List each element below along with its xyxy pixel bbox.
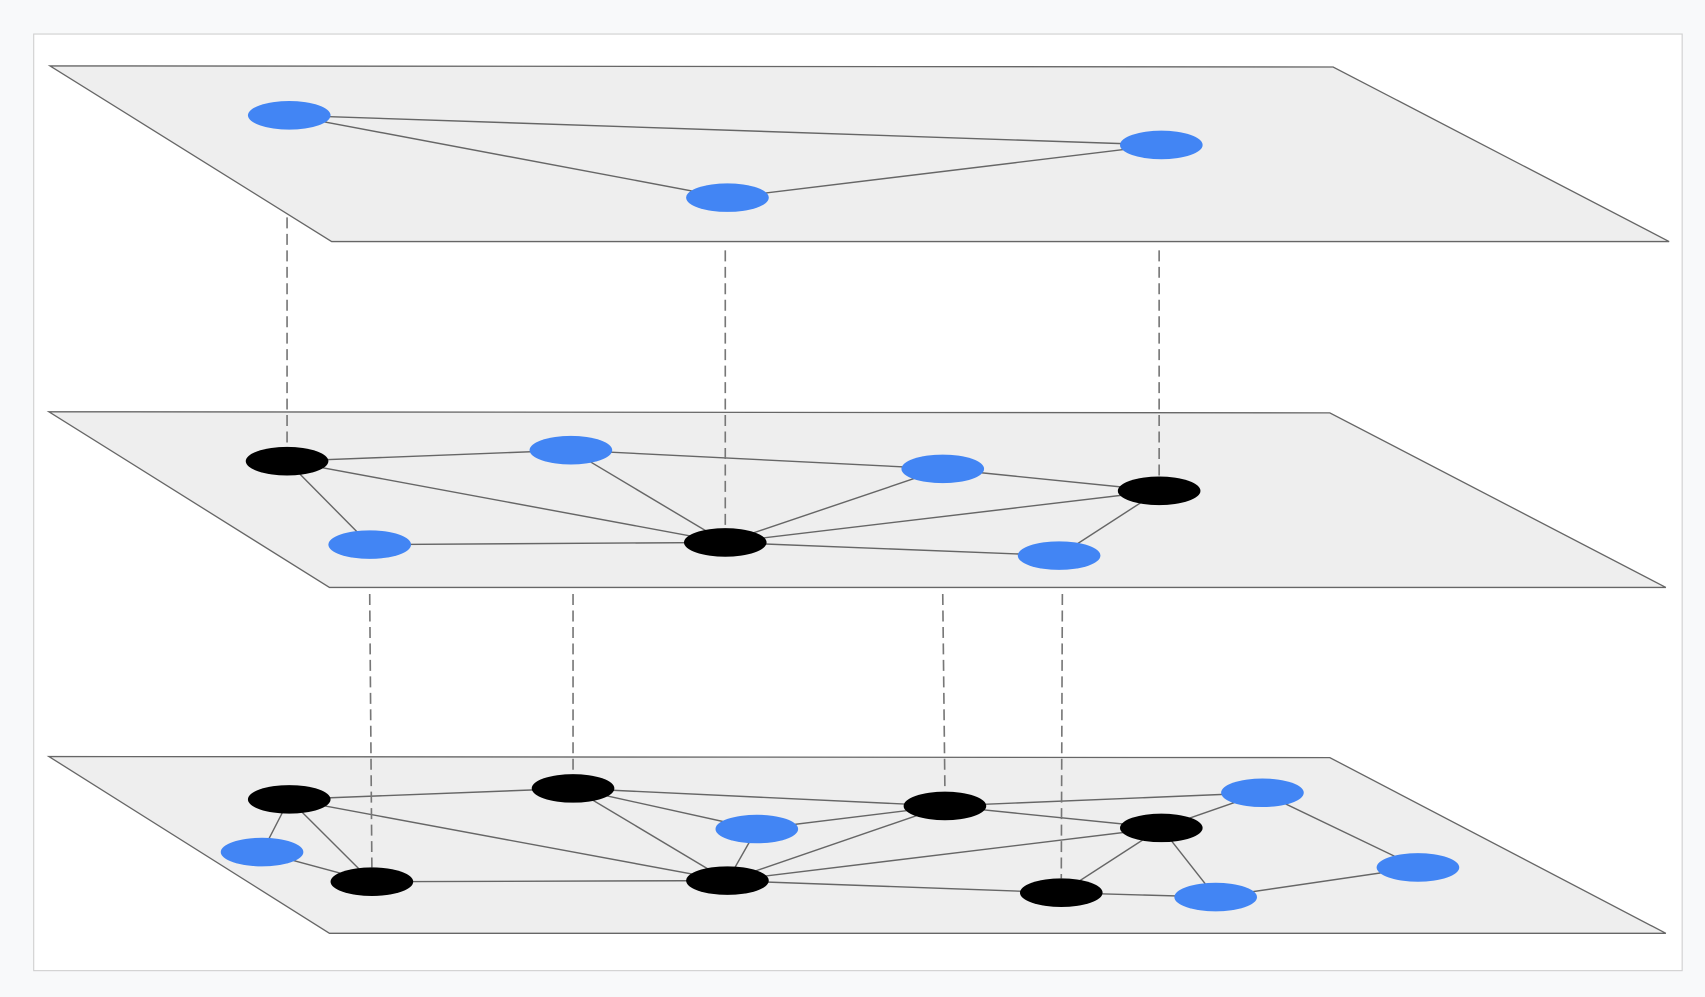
node [1221,778,1304,808]
node [903,791,987,821]
node [1017,541,1101,570]
node [686,866,769,895]
edge [725,468,943,544]
node [1117,476,1201,506]
projection-line [941,594,946,792]
edge [570,449,943,470]
edge [371,879,728,883]
node [531,774,615,803]
edge [727,144,1162,199]
node [529,435,613,465]
edge [369,541,726,546]
node [715,814,799,844]
edge [288,798,373,883]
edge [725,541,1060,557]
edge [1262,792,1419,869]
node [1376,853,1460,882]
node [247,785,331,814]
edge [727,805,946,882]
edge [287,449,571,462]
node [220,837,304,867]
node [330,867,414,896]
edge [725,490,1160,544]
node [1019,878,1103,907]
edge [944,792,1263,807]
projection-line [368,594,373,868]
edge [573,787,945,807]
node [683,528,767,557]
edge [572,787,728,882]
edge [289,787,574,801]
edge [286,460,371,546]
layer-plane [47,65,1670,243]
node [1119,813,1203,843]
node [901,454,985,484]
node [1174,882,1258,912]
node [245,446,329,476]
edge [289,114,728,199]
node [247,101,331,130]
edge [289,114,1162,146]
node [328,530,412,559]
node [1119,130,1203,160]
edge [286,460,726,544]
node [686,183,769,212]
edge [289,798,728,882]
projection-line [1060,594,1064,879]
edge [727,827,1162,882]
edge [727,879,1062,894]
edge [570,449,726,544]
